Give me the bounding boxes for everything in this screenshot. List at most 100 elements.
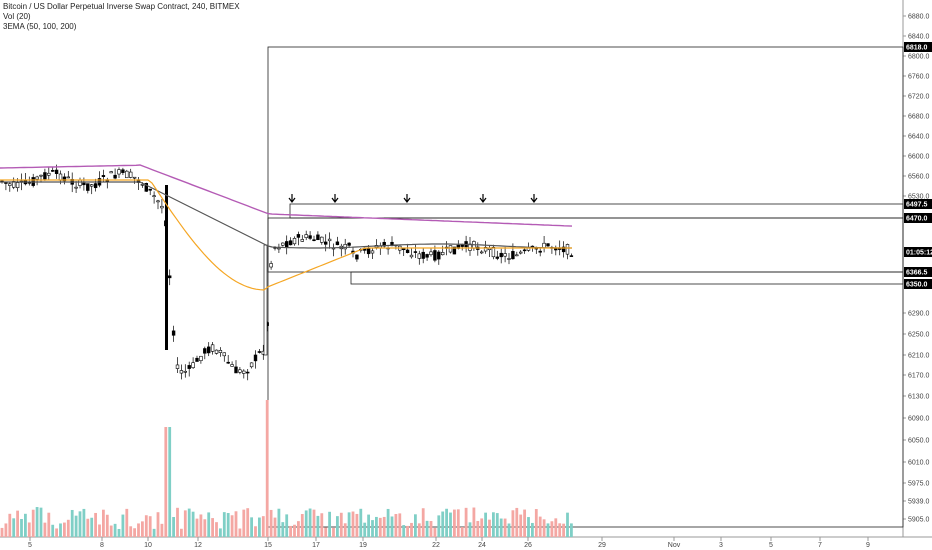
candle-body <box>125 170 129 179</box>
candle-body <box>39 174 43 177</box>
price-tick-label: 6130.0 <box>908 394 930 401</box>
volume-bar <box>437 515 441 537</box>
candle-body <box>230 364 234 367</box>
volume-bar <box>215 522 218 537</box>
candle-body <box>546 243 550 247</box>
volume-bar <box>531 522 534 537</box>
volume-bar <box>355 513 359 537</box>
candle-body <box>187 365 191 369</box>
candle-body <box>448 245 453 253</box>
volume-bar <box>94 512 97 537</box>
volume-bar <box>316 515 320 537</box>
volume-bar <box>172 517 175 537</box>
volume-bar <box>421 508 425 537</box>
candle-body <box>207 346 211 354</box>
level-band-6497-6470 <box>289 203 904 219</box>
candle-body <box>479 251 484 254</box>
range-box-inner <box>267 217 904 273</box>
volume-bar <box>324 527 328 537</box>
time-tick-label: 5 <box>28 542 32 549</box>
volume-bar <box>406 525 409 537</box>
volume-bar <box>43 522 47 537</box>
volume-bar <box>363 522 367 537</box>
volume-bar <box>144 515 148 537</box>
candle-body <box>218 350 223 353</box>
price-tag <box>904 199 932 209</box>
candle-body <box>277 247 281 250</box>
volume-bar <box>304 510 308 537</box>
price-tag-label: 6818.0 <box>906 45 928 52</box>
volume-bar <box>550 521 554 537</box>
price-tick-label: 5905.0 <box>908 517 930 524</box>
volume-bar <box>39 507 43 537</box>
volume-bar <box>105 514 109 537</box>
volume-bar <box>129 526 133 537</box>
time-tick-label: 29 <box>598 542 606 549</box>
volume-bar <box>441 511 445 537</box>
candle-body <box>538 250 542 253</box>
candle-body <box>54 169 59 174</box>
legend-vol: Vol (20) <box>3 12 31 21</box>
volume-bar <box>133 528 136 537</box>
volume-bar <box>414 514 417 537</box>
time-tick-label: 24 <box>478 542 486 549</box>
price-tag <box>904 42 932 52</box>
volume-bar <box>523 509 526 537</box>
candle-body <box>440 252 445 256</box>
candle-body <box>554 248 558 251</box>
volume-bar <box>78 511 82 537</box>
candle-body <box>511 251 515 260</box>
volume-bar <box>168 427 172 537</box>
candle-body <box>335 241 340 246</box>
volume-bar <box>86 518 90 537</box>
candle-body <box>452 246 457 255</box>
candle-body <box>343 244 347 250</box>
volume-bar <box>234 511 238 537</box>
candle-body <box>144 183 148 192</box>
level-band-6366-6350 <box>350 271 904 285</box>
volume-bar <box>137 523 140 537</box>
price-tick-label: 6720.0 <box>908 94 930 101</box>
legend-ema: 3EMA (50, 100, 200) <box>3 22 77 31</box>
legend-title: Bitcoin / US Dollar Perpetual Inverse Sw… <box>3 2 240 11</box>
volume-bar <box>476 520 480 537</box>
candle-body <box>507 258 511 260</box>
time-tick-label: 8 <box>100 542 104 549</box>
price-tick-label: 5939.0 <box>908 499 930 506</box>
volume-bar <box>16 510 19 537</box>
volume-bar <box>269 509 273 537</box>
volume-bar <box>542 519 546 537</box>
candle-body <box>281 242 285 246</box>
candle-body <box>238 369 242 373</box>
candle-body <box>312 239 316 242</box>
candle-body <box>35 176 39 180</box>
candle-body <box>257 351 262 353</box>
volume-bar <box>246 508 250 537</box>
candle-body <box>156 200 160 203</box>
candle-body <box>437 251 441 260</box>
volume-bar <box>55 528 58 537</box>
volume-bar <box>219 528 222 537</box>
down-arrow-icon <box>479 194 487 203</box>
volume-bar <box>8 513 12 537</box>
volume-bar <box>277 508 281 537</box>
candle-body <box>43 172 47 180</box>
recovery-candle <box>263 244 268 356</box>
volume-bar <box>472 507 476 537</box>
time-tick-label: 9 <box>866 542 870 549</box>
price-tick-label: 6880.0 <box>908 14 930 21</box>
candle-body <box>370 250 375 254</box>
candle-body <box>269 263 273 268</box>
volume-bar <box>74 515 78 537</box>
candle-body <box>214 349 219 354</box>
candle-body <box>499 252 503 258</box>
candle-body <box>117 169 121 175</box>
candle-body <box>226 361 230 364</box>
volume-bar <box>417 523 421 537</box>
candle-body <box>316 234 320 241</box>
volume-bar <box>562 523 565 537</box>
volume-bar <box>433 527 437 537</box>
volume-bar <box>35 507 39 537</box>
candle-body <box>292 238 297 245</box>
